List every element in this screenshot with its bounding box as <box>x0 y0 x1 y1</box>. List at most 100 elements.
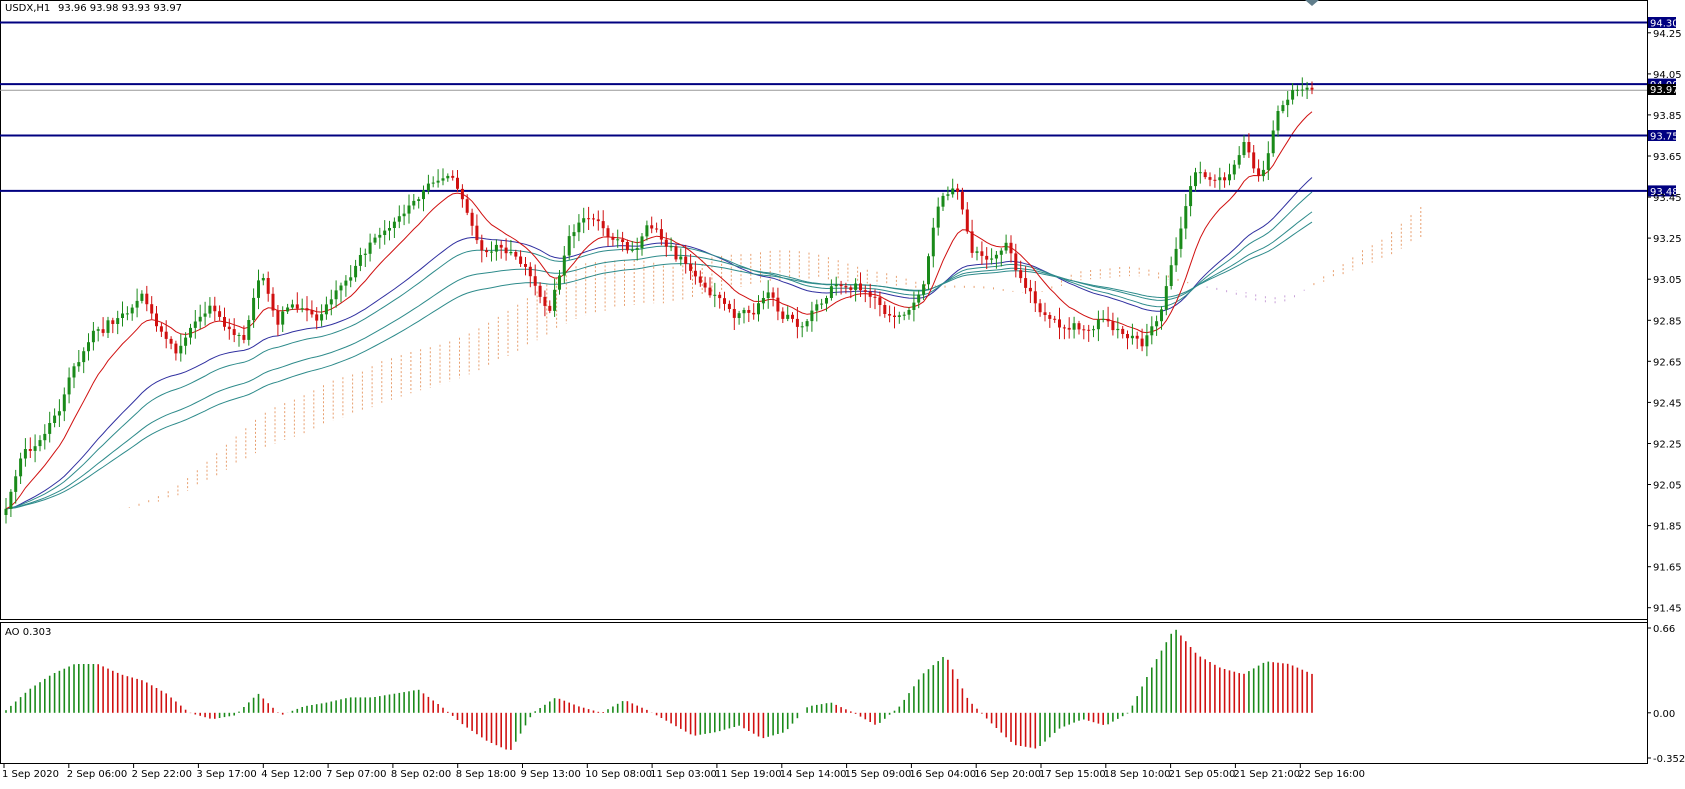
candle-body <box>800 326 804 328</box>
candle-body <box>1198 172 1202 174</box>
candle-body <box>519 256 523 264</box>
candle-body <box>339 285 343 291</box>
chart-symbol: USDX,H1 <box>5 3 50 14</box>
candle-body <box>669 246 673 248</box>
candle-body <box>19 458 23 477</box>
time-tick-label: 4 Sep 12:00 <box>261 769 321 780</box>
ma-teal-line-3 <box>5 221 1313 510</box>
candle-body <box>863 290 867 292</box>
candle-body <box>659 229 663 240</box>
candle-body <box>897 315 901 317</box>
candle-body <box>893 315 896 317</box>
candle-body <box>713 294 717 296</box>
candle-body <box>1048 315 1052 319</box>
candle-body <box>155 313 158 327</box>
candle-body <box>295 304 299 309</box>
candle-body <box>674 246 678 260</box>
candle-body <box>859 283 862 291</box>
candle-body <box>567 236 571 256</box>
candle-body <box>621 239 625 242</box>
candle-body <box>1019 270 1023 279</box>
candle-body <box>383 230 387 235</box>
candle-body <box>650 225 654 229</box>
candle-body <box>1155 321 1159 327</box>
candle-body <box>91 330 95 343</box>
candle-body <box>528 266 532 277</box>
candle-body <box>1237 155 1241 165</box>
awesome-oscillator-histogram <box>5 629 1313 750</box>
candle-body <box>164 331 168 339</box>
price-axis-ticks: 94.25 94.05 93.85 93.65 93.45 93.25 93.05 92.85… <box>1647 29 1682 615</box>
candle-body <box>1072 323 1076 330</box>
candle-body <box>994 254 998 259</box>
candle-body <box>1232 164 1236 175</box>
price-tick-label: 93.65 <box>1653 152 1682 163</box>
candle-body <box>1252 152 1256 169</box>
candle-body <box>349 277 353 281</box>
candle-body <box>1194 172 1197 187</box>
candle-body <box>543 296 547 306</box>
candle-body <box>1286 99 1290 106</box>
candle-body <box>975 251 979 253</box>
candle-body <box>1295 89 1299 91</box>
candle-body <box>1228 174 1231 181</box>
candle-body <box>946 194 950 196</box>
candle-body <box>101 329 105 333</box>
candle-body <box>844 286 848 288</box>
candle-body <box>470 212 474 226</box>
candle-body <box>1150 326 1154 336</box>
candle-body <box>1184 206 1188 229</box>
ao-title: AO 0.303 <box>5 627 51 638</box>
candle-body <box>582 218 586 223</box>
candle-body <box>1067 327 1071 330</box>
ao-tick-label: 0.66 <box>1653 624 1675 635</box>
candle-body <box>1145 335 1149 347</box>
candle-body <box>533 276 537 286</box>
candle-body <box>276 310 280 325</box>
candle-body <box>1087 329 1091 331</box>
time-axis-labels: 1 Sep 2020 2 Sep 06:00 2 Sep 22:00 3 Sep 17… <box>2 764 1365 780</box>
candle-body <box>392 221 396 228</box>
candle-body <box>159 326 163 332</box>
candle-body <box>1257 168 1261 177</box>
candle-body <box>499 244 503 248</box>
ma-blue-line <box>5 177 1313 510</box>
candle-body <box>960 191 964 210</box>
ao-panel-frame <box>0 622 1648 764</box>
candle-body <box>169 338 173 344</box>
chart-shift-marker-icon[interactable] <box>1305 0 1319 6</box>
candle-body <box>67 377 71 395</box>
candle-body <box>829 286 833 298</box>
candle-body <box>611 236 615 240</box>
current-price-label: 93.97 <box>1650 85 1679 96</box>
candle-body <box>645 225 649 237</box>
candle-body <box>130 307 134 314</box>
candle-body <box>849 287 853 290</box>
time-tick-label: 11 Sep 19:00 <box>715 769 782 780</box>
candle-body <box>252 297 256 321</box>
candle-body <box>237 335 241 336</box>
candle-body <box>1310 87 1314 90</box>
candle-body <box>1223 177 1227 181</box>
candle-body <box>53 415 57 423</box>
candle-body <box>1169 265 1173 286</box>
candle-body <box>1242 142 1246 156</box>
price-tick-label: 92.85 <box>1653 316 1682 327</box>
candle-body <box>179 345 183 354</box>
time-tick-label: 17 Sep 15:00 <box>1039 769 1106 780</box>
candle-body <box>14 476 18 492</box>
price-tick-label: 93.05 <box>1653 275 1682 286</box>
candle-body <box>888 314 892 316</box>
candle-body <box>771 292 775 298</box>
candle-body <box>1009 242 1013 254</box>
candle-body <box>1111 321 1115 331</box>
candle-body <box>1082 329 1086 331</box>
candle-body <box>38 440 42 447</box>
candle-body <box>1101 318 1105 320</box>
level-price-label: 93.48 <box>1650 187 1679 198</box>
time-tick-label: 1 Sep 2020 <box>2 769 59 780</box>
candle-body <box>970 231 974 253</box>
candle-body <box>742 310 746 314</box>
